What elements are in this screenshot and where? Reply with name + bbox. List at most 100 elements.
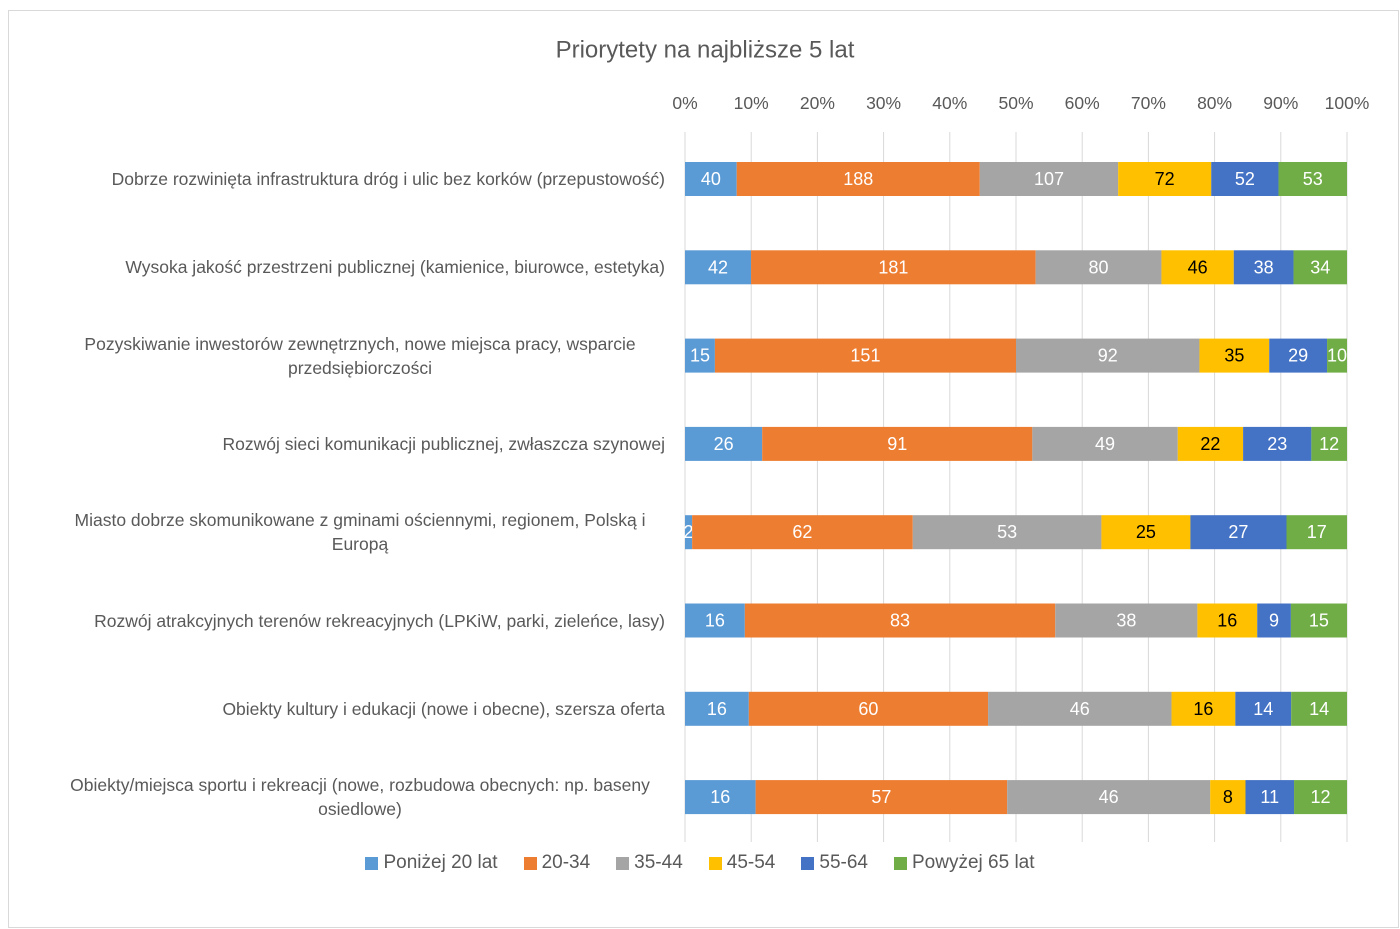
bar-segment — [1171, 691, 1236, 726]
legend-item: 45-54 — [708, 852, 776, 874]
value-label: 12 — [1311, 787, 1331, 807]
value-label: 57 — [871, 787, 891, 807]
legend-swatch — [708, 856, 722, 870]
value-label: 46 — [1070, 699, 1090, 719]
bar-segment — [1190, 515, 1287, 550]
bar-segment — [685, 162, 737, 196]
value-label: 16 — [710, 787, 730, 807]
legend-swatch — [801, 856, 815, 870]
value-label: 15 — [690, 346, 710, 366]
legend-item: 20-34 — [523, 852, 591, 874]
x-tick-label: 100% — [1325, 93, 1370, 113]
bar-segment — [1118, 162, 1212, 196]
value-label: 92 — [1098, 346, 1118, 366]
bar-segment — [1101, 515, 1191, 550]
bar-segment — [1032, 426, 1178, 461]
bar-segment — [744, 603, 1056, 638]
category-label: Rozwój sieci komunikacji publicznej, zwł… — [25, 432, 665, 456]
bar-segment — [685, 515, 693, 550]
bar-segment — [748, 691, 989, 726]
value-label: 83 — [890, 611, 910, 631]
category-text: Pozyskiwanie inwestorów zewnętrznych, no… — [84, 333, 636, 378]
value-label: 42 — [708, 257, 728, 277]
bar-segment — [1177, 426, 1244, 461]
bar-segment — [736, 162, 980, 196]
category-label: Pozyskiwanie inwestorów zewnętrznych, no… — [25, 332, 665, 380]
legend-label: Powyżej 65 lat — [912, 852, 1035, 873]
value-label: 188 — [843, 169, 873, 189]
value-label: 25 — [1136, 522, 1156, 542]
value-label: 14 — [1309, 699, 1329, 719]
value-label: 49 — [1095, 434, 1115, 454]
category-label: Dobrze rozwinięta infrastruktura dróg i … — [25, 167, 665, 191]
value-label: 72 — [1155, 169, 1175, 189]
bar-segment — [692, 515, 913, 550]
legend-label: 20-34 — [541, 852, 591, 873]
bar-segment — [685, 338, 715, 373]
x-tick-label: 10% — [734, 93, 769, 113]
legend-swatch — [894, 856, 907, 870]
bar-segment — [988, 691, 1172, 726]
value-label: 17 — [1307, 522, 1327, 542]
value-label: 151 — [850, 346, 880, 366]
bar-segment — [685, 426, 763, 461]
value-label: 16 — [1217, 611, 1237, 631]
category-label: Miasto dobrze skomunikowane z gminami oś… — [25, 508, 665, 556]
legend-label: 45-54 — [726, 852, 776, 873]
value-label: 35 — [1224, 346, 1244, 366]
value-label: 10 — [1327, 346, 1347, 366]
value-label: 80 — [1089, 257, 1109, 277]
bar-segment — [685, 250, 752, 285]
bar-segment — [1245, 780, 1295, 815]
legend-swatch — [365, 856, 379, 870]
value-label: 53 — [1303, 169, 1323, 189]
bar-segment — [1269, 338, 1328, 373]
bar-segment — [1327, 338, 1347, 373]
value-label: 38 — [1254, 257, 1274, 277]
category-label: Rozwój atrakcyjnych terenów rekreacyjnyc… — [25, 609, 665, 633]
value-label: 23 — [1267, 434, 1287, 454]
x-tick-label: 50% — [998, 93, 1033, 113]
category-label: Wysoka jakość przestrzeni publicznej (ka… — [25, 255, 665, 279]
bar-segment — [1290, 603, 1347, 638]
value-label: 53 — [997, 522, 1017, 542]
category-label: Obiekty kultury i edukacji (nowe i obecn… — [25, 697, 665, 721]
value-label: 40 — [701, 169, 721, 189]
value-label: 60 — [858, 699, 878, 719]
bar-segment — [1286, 515, 1347, 550]
category-text: Wysoka jakość przestrzeni publicznej (ka… — [125, 257, 665, 278]
value-label: 11 — [1260, 787, 1279, 807]
value-label: 12 — [1319, 434, 1339, 454]
legend-label: Poniżej 20 lat — [383, 852, 498, 873]
value-label: 22 — [1200, 434, 1220, 454]
value-label: 62 — [792, 522, 812, 542]
value-label: 34 — [1310, 257, 1330, 277]
bar-segment — [1007, 780, 1211, 815]
x-tick-label: 60% — [1065, 93, 1100, 113]
bar-segment — [979, 162, 1119, 196]
legend-swatch — [523, 856, 537, 870]
value-label: 16 — [1193, 699, 1213, 719]
value-label: 91 — [887, 434, 907, 454]
legend-item: 35-44 — [616, 852, 683, 874]
value-label: 107 — [1034, 169, 1064, 189]
x-tick-label: 20% — [800, 93, 835, 113]
x-tick-label: 40% — [932, 93, 967, 113]
value-label: 38 — [1116, 611, 1136, 631]
category-text: Obiekty kultury i edukacji (nowe i obecn… — [222, 698, 665, 719]
bar-segment — [1257, 603, 1291, 638]
bar-segment — [1294, 780, 1347, 815]
bar-segment — [1293, 250, 1347, 285]
value-label: 16 — [707, 699, 727, 719]
value-label: 2 — [684, 522, 694, 542]
legend-item: Powyżej 65 lat — [894, 852, 1035, 874]
bar-segment — [1055, 603, 1198, 638]
bar-segment — [714, 338, 1016, 373]
bar-segment — [1161, 250, 1234, 285]
x-tick-label: 0% — [672, 93, 697, 113]
value-label: 181 — [878, 257, 908, 277]
bar-segment — [755, 780, 1008, 815]
legend-item: Poniżej 20 lat — [365, 852, 498, 874]
legend-item: 55-64 — [801, 852, 868, 874]
